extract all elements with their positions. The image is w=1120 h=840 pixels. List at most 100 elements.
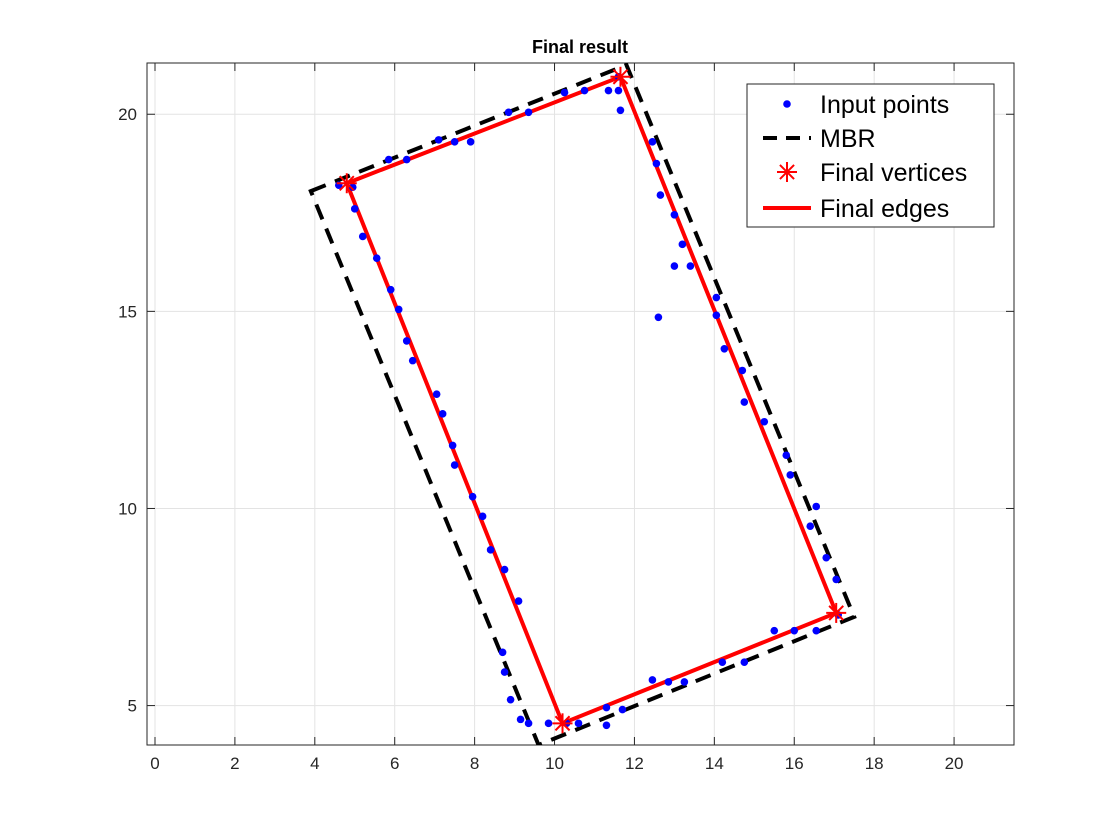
input-point <box>806 522 815 531</box>
input-point <box>358 232 367 241</box>
input-point <box>486 546 495 554</box>
input-point <box>738 366 747 375</box>
input-point <box>372 254 381 262</box>
input-point <box>602 703 611 712</box>
final-vertex-marker <box>336 173 357 194</box>
input-point <box>524 719 533 728</box>
input-point <box>394 305 403 314</box>
input-point <box>712 311 721 320</box>
legend-label: MBR <box>820 125 876 153</box>
marker-stroke <box>828 605 844 621</box>
input-point <box>498 648 507 657</box>
input-point <box>618 705 627 714</box>
x-tick-label: 12 <box>625 754 644 773</box>
input-point <box>654 313 663 322</box>
input-point <box>720 345 729 353</box>
y-tick-label: 15 <box>118 302 137 321</box>
axes-box <box>146 62 1015 746</box>
plot-area: 0 2 4 6 8 10 12 14 16 18 20 5 10 15 20 Input points MBR F… <box>118 62 1015 773</box>
input-point <box>832 575 841 584</box>
input-point <box>664 678 673 686</box>
input-point <box>718 658 727 667</box>
legend-label: Final vertices <box>820 159 967 187</box>
input-point <box>350 205 359 213</box>
legend-entry: Input points <box>783 91 949 119</box>
marker-stroke <box>779 164 795 180</box>
legend-entry: Final edges <box>763 195 949 223</box>
input-point <box>478 512 487 521</box>
x-tick-label: 8 <box>470 754 479 773</box>
input-point <box>678 240 687 249</box>
input-point <box>790 626 799 635</box>
input-point <box>544 719 553 728</box>
input-point <box>670 262 679 270</box>
input-point <box>500 565 509 574</box>
input-point <box>434 136 443 144</box>
input-point <box>770 626 779 635</box>
y-tick-label: 20 <box>118 105 137 124</box>
input-point <box>438 410 447 418</box>
marker-stroke <box>338 175 355 192</box>
legend-entry: Final vertices <box>777 159 967 187</box>
input-point <box>740 658 749 667</box>
marker-stroke <box>612 69 629 85</box>
input-point <box>432 390 441 398</box>
x-tick-label: 20 <box>945 754 964 773</box>
input-point <box>504 108 513 117</box>
input-point <box>574 719 583 728</box>
input-point <box>448 441 457 450</box>
x-tick-label: 18 <box>865 754 884 773</box>
input-point <box>822 553 831 562</box>
input-point <box>740 398 749 406</box>
input-point <box>516 715 525 724</box>
input-point <box>652 159 661 168</box>
input-point <box>602 721 611 730</box>
input-point <box>500 668 509 676</box>
input-point <box>514 597 523 605</box>
input-point <box>680 678 689 686</box>
y-tick-label: 5 <box>128 697 137 716</box>
mbr-polygon <box>308 63 857 745</box>
input-point <box>402 155 411 164</box>
input-point <box>786 471 795 479</box>
input-point <box>812 502 821 511</box>
chart-title: Final result <box>532 37 628 57</box>
legend-sample-point <box>783 100 791 108</box>
ticks: 0 2 4 6 8 10 12 14 16 18 20 5 10 15 20 <box>118 63 1014 773</box>
legend-label: Input points <box>820 91 949 119</box>
input-point <box>686 262 695 270</box>
x-tick-label: 14 <box>705 754 724 773</box>
input-point <box>656 191 665 199</box>
input-point <box>812 626 821 635</box>
input-point <box>386 285 395 294</box>
data-layer <box>308 63 857 745</box>
x-tick-label: 16 <box>785 754 804 773</box>
input-point <box>782 451 791 460</box>
input-point <box>408 356 417 365</box>
input-point <box>450 138 459 146</box>
y-tick-label: 10 <box>118 499 137 518</box>
x-tick-label: 2 <box>230 754 239 773</box>
legend-label: Final edges <box>820 195 949 223</box>
input-point <box>466 138 475 146</box>
input-point <box>450 461 459 469</box>
input-point <box>506 695 515 704</box>
input-point <box>524 108 533 117</box>
final-vertex-marker <box>552 713 573 734</box>
legend: Input points MBR Final vertices Final edges <box>746 83 995 228</box>
legend-entry: MBR <box>763 125 876 153</box>
input-point <box>616 106 625 115</box>
input-point <box>648 676 657 684</box>
input-point <box>384 155 393 164</box>
input-point <box>560 88 569 97</box>
input-point <box>712 293 721 302</box>
legend-box <box>746 83 995 228</box>
legend-sample-marker <box>777 162 797 182</box>
input-point <box>760 417 769 426</box>
x-tick-label: 0 <box>150 754 159 773</box>
input-point <box>648 138 657 146</box>
input-point <box>468 492 477 501</box>
marker-stroke <box>554 715 571 732</box>
input-point <box>604 86 613 95</box>
